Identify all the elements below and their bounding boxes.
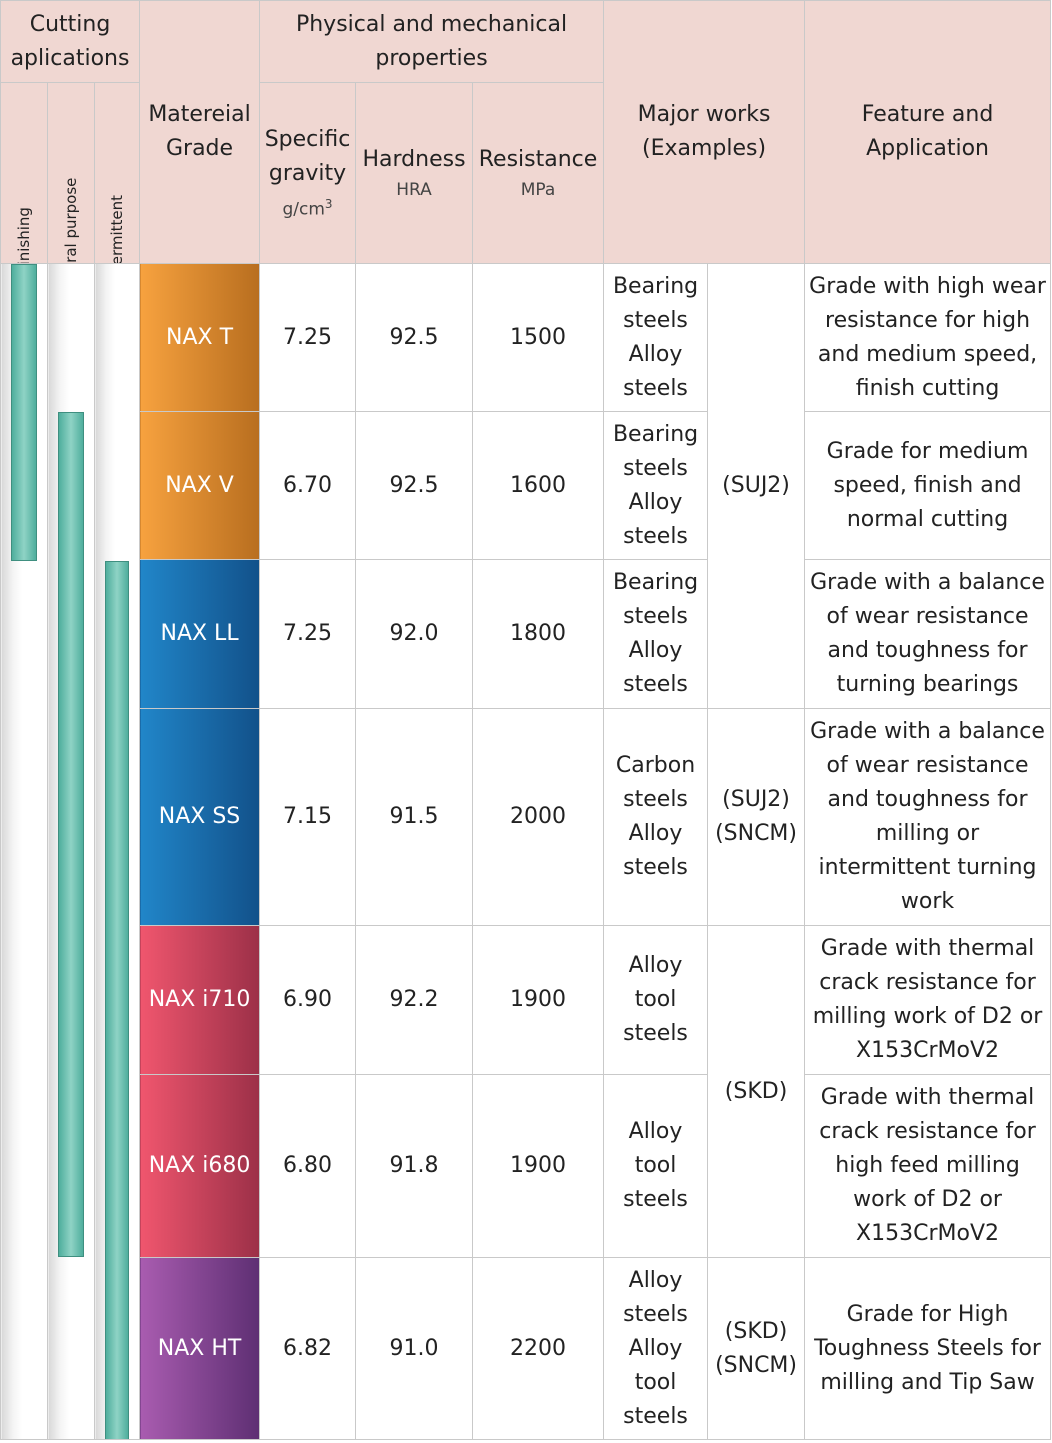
- material-code-cell: (SKD) (SNCM): [707, 1257, 806, 1440]
- table-row: NAX i710 6.90 92.2 1900 Alloy tool steel…: [1, 925, 1052, 1258]
- hardness-cell: 91.8: [355, 1074, 474, 1258]
- grade-cell: NAX HT: [139, 1257, 261, 1440]
- major-work-cell: Bearing steels Alloy steels: [603, 559, 709, 709]
- hardness-cell: 92.2: [355, 925, 474, 1075]
- hardness-cell: 92.5: [355, 263, 474, 412]
- feature-cell: Grade with high wear resistance for high…: [804, 263, 1052, 412]
- gravity-cell: 7.25: [259, 559, 357, 709]
- resistance-unit: MPa: [520, 180, 556, 200]
- major-works-header: Major works (Examples): [603, 0, 806, 264]
- intermittent-label: Intermittent: [108, 194, 127, 264]
- resistance-cell: 1600: [472, 411, 605, 560]
- hardness-cell: 91.0: [355, 1257, 474, 1440]
- finishing-column: [0, 263, 48, 1440]
- resistance-cell: 2200: [472, 1257, 605, 1440]
- table-row: NAX i680 6.80 91.8 1900 Alloy tool steel…: [1, 1074, 1052, 1258]
- hardness-cell: 92.0: [355, 559, 474, 709]
- hardness-cell: 92.5: [355, 411, 474, 560]
- grade-cell: NAX T: [139, 263, 261, 412]
- hardness-unit: HRA: [396, 180, 432, 200]
- grade-cell: NAX i680: [139, 1074, 261, 1258]
- grade-cell: NAX V: [139, 411, 261, 560]
- table-row: NAX V 6.70 92.5 1600 Bearing steels Allo…: [1, 411, 1052, 560]
- material-code-sncm: (SNCM): [715, 821, 797, 846]
- table-row: NAX T 7.25 92.5 1500 Bearing steels Allo…: [0, 263, 1052, 1440]
- specific-gravity-header: Specific gravity g/cm3: [259, 82, 357, 264]
- major-work-cell: Alloy steels Alloy tool steels: [603, 1257, 709, 1440]
- feature-cell: Grade for High Toughness Steels for mill…: [804, 1257, 1052, 1440]
- table-row: NAX HT 6.82 91.0 2200 Alloy steels Alloy…: [1, 1257, 1052, 1440]
- material-grade-header: Matereial Grade: [139, 0, 261, 264]
- gravity-cell: 6.82: [259, 1257, 357, 1440]
- hardness-header: Hardness HRA: [355, 82, 474, 264]
- grade-cell: NAX i710: [139, 925, 261, 1075]
- general-purpose-bar: [58, 412, 84, 1257]
- gravity-cell: 7.25: [259, 263, 357, 412]
- major-work-cell: Alloy tool steels: [603, 925, 709, 1075]
- gravity-cell: 6.80: [259, 1074, 357, 1258]
- intermittent-column: [93, 263, 141, 1440]
- intermittent-bar: [105, 561, 130, 1439]
- resistance-cell: 1900: [472, 1074, 605, 1258]
- feature-cell: Grade with thermal crack resistance for …: [804, 925, 1052, 1075]
- grade-cell: NAX LL: [139, 559, 261, 709]
- feature-cell: Grade with a balance of wear resistance …: [804, 708, 1052, 926]
- cutting-applications-header: Cutting aplications: [0, 0, 141, 83]
- specific-gravity-unit: g/cm3: [282, 197, 333, 220]
- material-code-skd: (SKD): [724, 1318, 788, 1344]
- material-code-sncm: (SNCM): [715, 1352, 797, 1378]
- resistance-label: Resistance: [478, 147, 598, 172]
- gravity-cell: 6.70: [259, 411, 357, 560]
- specific-gravity-label: Specific gravity: [264, 127, 351, 187]
- feature-cell: Grade with a balance of wear resistance …: [804, 559, 1052, 709]
- material-code-cell: (SKD): [707, 925, 806, 1258]
- resistance-cell: 1800: [472, 559, 605, 709]
- major-work-cell: Alloy tool steels: [603, 1074, 709, 1258]
- gravity-cell: 7.15: [259, 708, 357, 926]
- table-row: NAX LL 7.25 92.0 1800 Bearing steels All…: [1, 559, 1052, 709]
- feature-application-header: Feature and Application: [804, 0, 1052, 264]
- major-work-cell: Bearing steels Alloy steels: [603, 411, 709, 560]
- major-work-cell: Carbon steels Alloy steels: [603, 708, 709, 926]
- resistance-cell: 1500: [472, 263, 605, 412]
- hardness-cell: 91.5: [355, 708, 474, 926]
- intermittent-header: Intermittent: [93, 82, 141, 264]
- material-code-cell: (SUJ2): [707, 263, 806, 709]
- table-row: NAX SS 7.15 91.5 2000 Carbon steels Allo…: [1, 708, 1052, 926]
- hardness-label: Hardness: [362, 147, 466, 172]
- gravity-cell: 6.90: [259, 925, 357, 1075]
- grade-cell: NAX SS: [139, 708, 261, 926]
- finishing-bar: [11, 264, 37, 561]
- feature-cell: Grade for medium speed, finish and norma…: [804, 411, 1052, 560]
- physical-properties-header: Physical and mechanical properties: [259, 0, 605, 83]
- finishing-header: Finishing: [0, 82, 48, 264]
- general-purpose-label: General purpose: [62, 177, 80, 264]
- material-code-suj2: (SUJ2): [722, 787, 790, 812]
- resistance-header: Resistance MPa: [472, 82, 605, 264]
- major-work-cell: Bearing steels Alloy steels: [603, 263, 709, 412]
- finishing-label: Finishing: [15, 207, 33, 264]
- general-purpose-header: General purpose: [47, 82, 95, 264]
- material-code-cell: (SUJ2) (SNCM): [707, 708, 806, 926]
- resistance-cell: 2000: [472, 708, 605, 926]
- feature-cell: Grade with thermal crack resistance for …: [804, 1074, 1052, 1258]
- resistance-cell: 1900: [472, 925, 605, 1075]
- general-purpose-column: [47, 263, 95, 1440]
